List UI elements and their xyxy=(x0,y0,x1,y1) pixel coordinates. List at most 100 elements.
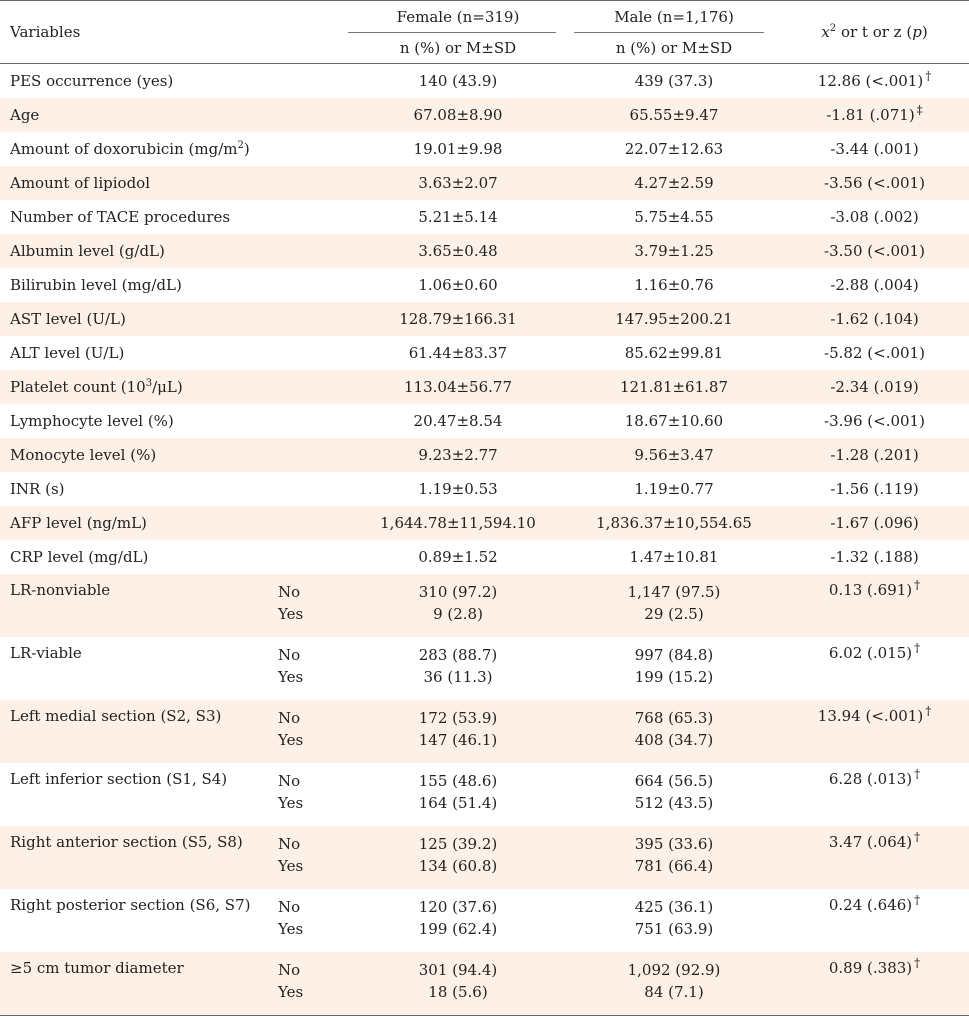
footnote-mark: † xyxy=(925,704,932,718)
male-value: 22.07±12.63 xyxy=(624,140,724,158)
footnote-mark: ‡ xyxy=(916,103,923,117)
row-label: CRP level (mg/dL) xyxy=(10,548,149,566)
row-label: LR-viable xyxy=(10,644,82,662)
row-label: Left medial section (S2, S3) xyxy=(0,700,278,763)
table-row: Amount of doxorubicin (mg/m2) 19.01±9.98 2… xyxy=(0,132,969,166)
row-label: Right posterior section (S6, S7) xyxy=(10,896,251,914)
stat-value: -5.82 (<.001) xyxy=(824,344,925,362)
stat-value: -3.44 (.001) xyxy=(830,140,919,158)
female-value: 172 (53.9) 147 (46.1) xyxy=(348,700,568,763)
row-label: Albumin level (g/dL) xyxy=(0,234,278,268)
table-row: Bilirubin level (mg/dL) 1.06±0.60 1.16±0.7… xyxy=(0,268,969,302)
category-labels: No Yes xyxy=(278,952,348,1016)
row-label: Lymphocyte level (%) xyxy=(10,412,174,430)
female-value: 5.21±5.14 xyxy=(418,208,498,226)
male-value: 1,092 (92.9) 84 (7.1) xyxy=(568,952,780,1016)
footnote-mark: † xyxy=(925,69,932,83)
male-value: 5.75±4.55 xyxy=(634,208,714,226)
male-value: 9.56±3.47 xyxy=(568,438,780,472)
table-body: PES occurrence (yes) 140 (43.9) 439 (37.3)… xyxy=(0,64,969,1016)
row-label: AFP level (ng/mL) xyxy=(0,506,278,540)
table-row: AFP level (ng/mL) 1,644.78±11,594.10 1,836… xyxy=(0,506,969,540)
table-row: Number of TACE procedures 5.21±5.14 5.75±4… xyxy=(0,200,969,234)
female-value: 155 (48.6) 164 (51.4) xyxy=(418,772,498,812)
header-female: Female (n=319) xyxy=(348,1,568,34)
table-row: AST level (U/L) 128.79±166.31 147.95±200.2… xyxy=(0,302,969,336)
stat-value: 0.13 (.691) † xyxy=(780,574,969,637)
table-row: Lymphocyte level (%) 20.47±8.54 18.67±10.6… xyxy=(0,404,969,438)
row-label: AST level (U/L) xyxy=(0,302,278,336)
male-value: 664 (56.5) 512 (43.5) xyxy=(634,772,714,812)
female-value: 301 (94.4) 18 (5.6) xyxy=(348,952,568,1016)
male-value: 1.16±0.76 xyxy=(634,276,714,294)
header-male: Male (n=1,176) xyxy=(568,1,780,34)
stat-value: 3.47 (.064) † xyxy=(780,826,969,889)
row-label: Amount of lipiodol xyxy=(0,166,278,200)
male-value: 997 (84.8) 199 (15.2) xyxy=(634,646,714,686)
table-row: Left inferior section (S1, S4) No Yes 155 (… xyxy=(0,763,969,826)
row-label: PES occurrence (yes) xyxy=(10,72,174,90)
stat-value: -3.08 (.002) xyxy=(830,208,919,226)
female-value: 0.89±1.52 xyxy=(418,548,498,566)
footnote-mark: † xyxy=(914,830,921,844)
male-value: 121.81±61.87 xyxy=(568,370,780,404)
row-label: Bilirubin level (mg/dL) xyxy=(10,276,182,294)
female-value: 125 (39.2) 134 (60.8) xyxy=(348,826,568,889)
female-value: 61.44±83.37 xyxy=(408,344,508,362)
stat-value: 6.28 (.013) † xyxy=(828,767,921,788)
table-row: Amount of lipiodol 3.63±2.07 4.27±2.59 -3.5… xyxy=(0,166,969,200)
female-value: 113.04±56.77 xyxy=(348,370,568,404)
category-labels: No Yes xyxy=(278,700,348,763)
female-value: 120 (37.6) 199 (62.4) xyxy=(418,898,498,938)
stat-value: 6.02 (.015) † xyxy=(828,641,921,662)
male-value: 395 (33.6) 781 (66.4) xyxy=(568,826,780,889)
female-value: 128.79±166.31 xyxy=(348,302,568,336)
female-value: 3.63±2.07 xyxy=(348,166,568,200)
category-labels: No Yes xyxy=(278,898,304,938)
female-value: 1,644.78±11,594.10 xyxy=(348,506,568,540)
stat-value: -3.96 (<.001) xyxy=(824,412,925,430)
stat-value: -1.56 (.119) xyxy=(830,480,919,498)
female-value: 3.65±0.48 xyxy=(348,234,568,268)
female-value: 283 (88.7) 36 (11.3) xyxy=(418,646,498,686)
row-label: Right anterior section (S5, S8) xyxy=(0,826,278,889)
female-value: 1.19±0.53 xyxy=(418,480,498,498)
female-value: 140 (43.9) xyxy=(418,72,498,90)
stat-value: -1.67 (.096) xyxy=(780,506,969,540)
row-label: ALT level (U/L) xyxy=(10,344,125,362)
male-value: 1,836.37±10,554.65 xyxy=(568,506,780,540)
male-value: 1,147 (97.5) 29 (2.5) xyxy=(568,574,780,637)
table-row: LR-nonviable No Yes 310 (97.2) 9 (2.8) 1,147 … xyxy=(0,574,969,637)
footnote-mark: † xyxy=(914,578,921,592)
footnote-mark: † xyxy=(914,956,921,970)
male-value: 4.27±2.59 xyxy=(568,166,780,200)
table-row: Right posterior section (S6, S7) No Yes 120… xyxy=(0,889,969,952)
stat-value: 13.94 (<.001) † xyxy=(780,700,969,763)
row-label: Monocyte level (%) xyxy=(0,438,278,472)
stat-value: -2.34 (.019) xyxy=(780,370,969,404)
male-value: 425 (36.1) 751 (63.9) xyxy=(634,898,714,938)
male-value: 3.79±1.25 xyxy=(568,234,780,268)
female-value: 67.08±8.90 xyxy=(348,98,568,132)
row-label: ≥5 cm tumor diameter xyxy=(0,952,278,1016)
table-row: Left medial section (S2, S3) No Yes 172 (53… xyxy=(0,700,969,763)
header-stat: x2 or t or z (p) xyxy=(821,23,928,41)
subheader-female: n (%) or M±SD xyxy=(399,39,517,57)
table-row: Right anterior section (S5, S8) No Yes 125 … xyxy=(0,826,969,889)
table-row: ≥5 cm tumor diameter No Yes 301 (94.4) 18 (5… xyxy=(0,952,969,1016)
male-value: 439 (37.3) xyxy=(634,72,714,90)
row-label: Platelet count (103/μL) xyxy=(0,370,278,404)
table-row: Age 67.08±8.90 65.55±9.47 -1.81 (.071) ‡ xyxy=(0,98,969,132)
male-value: 768 (65.3) 408 (34.7) xyxy=(568,700,780,763)
female-value: 310 (97.2) 9 (2.8) xyxy=(348,574,568,637)
footnote-mark: † xyxy=(914,641,921,655)
male-value: 85.62±99.81 xyxy=(624,344,724,362)
row-label: Age xyxy=(0,98,278,132)
footnote-mark: † xyxy=(914,767,921,781)
category-labels: No Yes xyxy=(278,826,348,889)
row-label: LR-nonviable xyxy=(0,574,278,637)
category-labels: No Yes xyxy=(278,574,348,637)
row-label: Amount of doxorubicin (mg/m2) xyxy=(10,140,250,158)
male-value: 65.55±9.47 xyxy=(568,98,780,132)
